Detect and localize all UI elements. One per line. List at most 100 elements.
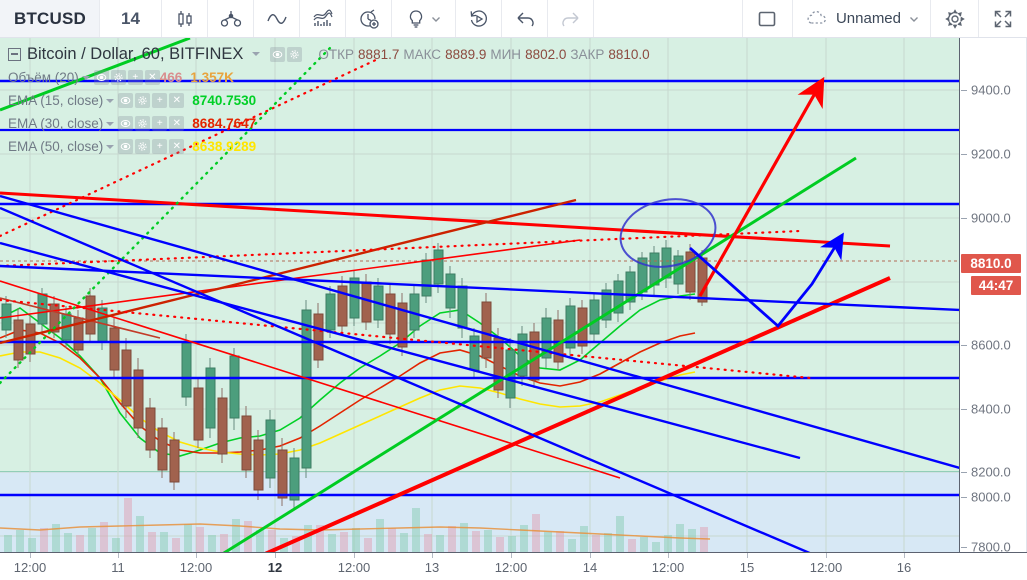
fullscreen-icon — [992, 8, 1014, 30]
close-icon[interactable]: ✕ — [169, 93, 185, 108]
gear-icon[interactable] — [135, 93, 151, 108]
fullscreen-button[interactable] — [979, 0, 1027, 37]
candlestick-chart-type-icon — [174, 8, 196, 30]
price-tick — [961, 409, 967, 410]
collapse-icon[interactable] — [8, 47, 21, 61]
chevron-down-icon[interactable] — [252, 52, 261, 56]
trendline-red-dotted — [0, 56, 812, 380]
interval-button[interactable]: 14 — [100, 0, 162, 37]
eye-icon[interactable] — [93, 70, 109, 85]
indicators-button[interactable] — [300, 0, 346, 37]
current-price-badge[interactable]: 8810.0 — [961, 254, 1021, 273]
eye-icon[interactable] — [270, 46, 286, 62]
chart-legend: Bitcoin / Dollar, 60, BITFINEX ОТКР 8881… — [8, 42, 650, 158]
time-tick — [275, 553, 276, 558]
alert-button[interactable] — [346, 0, 392, 37]
ema50-value: 8638.9289 — [192, 139, 257, 154]
price-tick — [961, 218, 967, 219]
background-zone-upper — [0, 38, 959, 472]
projection-arrow-blue[interactable] — [689, 232, 844, 329]
time-label-10: 12:00 — [809, 560, 843, 575]
chevron-down-icon[interactable] — [81, 75, 90, 80]
template-name-label: Unnamed — [835, 10, 901, 27]
time-label-2: 12:00 — [179, 560, 213, 575]
add-icon[interactable]: + — [127, 70, 143, 85]
line-tool-button[interactable] — [254, 0, 300, 37]
symbol-search-button[interactable]: BTCUSD — [0, 0, 100, 37]
eye-icon[interactable] — [118, 93, 134, 108]
price-tick — [961, 154, 967, 155]
gear-icon[interactable] — [135, 139, 151, 154]
legend-row-ema30: EMA (30, close) + ✕ 8684.7647 — [8, 112, 650, 135]
ellipse-annotation[interactable] — [614, 191, 722, 276]
projection-arrow-red[interactable] — [698, 76, 825, 297]
ema15-line — [0, 293, 696, 457]
ideas-button[interactable] — [392, 0, 456, 37]
gear-icon[interactable] — [110, 70, 126, 85]
undo-button[interactable] — [502, 0, 548, 37]
price-series — [0, 240, 711, 552]
legend-row-ema15: EMA (15, close) + ✕ 8740.7530 — [8, 89, 650, 112]
user-drawings[interactable] — [0, 38, 960, 552]
chart-type-button[interactable] — [162, 0, 208, 37]
close-icon[interactable]: ✕ — [169, 116, 185, 131]
compare-button[interactable] — [208, 0, 254, 37]
ema30-value: 8684.7647 — [192, 116, 257, 131]
price-label-8000: 8000.0 — [971, 489, 1011, 505]
toolbar-spacer — [594, 0, 743, 37]
add-icon[interactable]: + — [152, 139, 168, 154]
price-tick — [961, 90, 967, 91]
chevron-down-icon — [430, 13, 442, 25]
interval-label: 14 — [121, 8, 140, 28]
gear-icon[interactable] — [135, 116, 151, 131]
ema15-controls: + ✕ — [118, 93, 185, 108]
chevron-down-icon[interactable] — [106, 98, 115, 103]
time-label-11: 16 — [896, 560, 912, 575]
settings-button[interactable] — [931, 0, 979, 37]
chevron-down-icon — [908, 13, 920, 25]
indicators-icon — [311, 8, 335, 30]
chevron-down-icon[interactable] — [106, 144, 115, 149]
chart-canvas[interactable]: Bitcoin / Dollar, 60, BITFINEX ОТКР 8881… — [0, 38, 960, 552]
time-label-6: 12:00 — [494, 560, 528, 575]
redo-button[interactable] — [548, 0, 594, 37]
price-label-9200: 9200.0 — [971, 146, 1011, 162]
price-tick — [961, 472, 967, 473]
time-label-1: 11 — [111, 560, 125, 575]
price-label-8600: 8600.0 — [971, 337, 1011, 353]
horizontal-line-blue — [0, 79, 959, 497]
close-icon[interactable]: ✕ — [144, 70, 160, 85]
gear-icon[interactable] — [287, 46, 303, 62]
price-label-7800: 7800.0 — [971, 539, 1011, 555]
layout-button[interactable] — [743, 0, 793, 37]
ema30-controls: + ✕ — [118, 116, 185, 131]
price-tick — [961, 345, 967, 346]
trendline-blue-descending — [0, 194, 959, 552]
line-tool-icon — [265, 8, 289, 30]
close-icon[interactable]: ✕ — [169, 139, 185, 154]
chevron-down-icon[interactable] — [106, 121, 115, 126]
symbol-title: Bitcoin / Dollar, 60, BITFINEX — [27, 44, 244, 63]
price-axis[interactable]: 9400.0 9200.0 9000.0 8810.0 44:47 8600.0… — [961, 38, 1027, 555]
replay-button[interactable] — [456, 0, 502, 37]
volume-study-name: Объём (20) — [8, 70, 79, 85]
price-tick — [961, 497, 967, 498]
gear-icon — [944, 8, 966, 30]
volume-study-controls: + ✕ — [93, 70, 160, 85]
add-icon[interactable]: + — [152, 116, 168, 131]
ohlc-close-label: ЗАКР — [570, 46, 605, 62]
eye-icon[interactable] — [118, 139, 134, 154]
redo-icon — [560, 9, 582, 29]
price-label-9000: 9000.0 — [971, 210, 1011, 226]
time-axis[interactable]: 12:00 11 12:00 12 12:00 13 12:00 14 12:0… — [0, 552, 1027, 580]
time-tick — [904, 553, 905, 558]
time-tick — [354, 553, 355, 558]
background-zone-lower — [0, 472, 959, 552]
time-tick — [432, 553, 433, 558]
ohlc-values: ОТКР 8881.7 МАКС 8889.9 МИН 8802.0 ЗАКР … — [318, 47, 649, 62]
time-label-4: 12:00 — [337, 560, 371, 575]
time-tick — [747, 553, 748, 558]
eye-icon[interactable] — [118, 116, 134, 131]
add-icon[interactable]: + — [152, 93, 168, 108]
template-button[interactable]: Unnamed — [793, 0, 931, 37]
